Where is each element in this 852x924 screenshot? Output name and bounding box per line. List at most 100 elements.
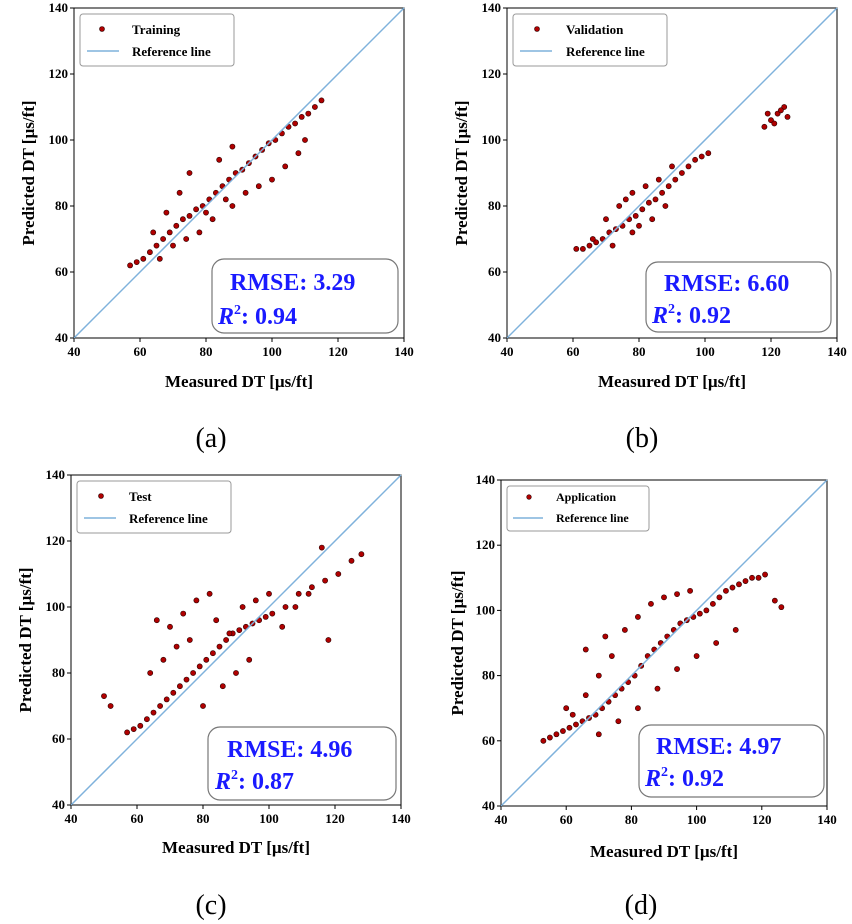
scatter-point bbox=[698, 153, 705, 160]
scatter-point bbox=[655, 176, 662, 183]
scatter-point bbox=[229, 143, 236, 150]
tick-layer: 40 60 80 100 120 140 40 60 80 100 120 140 bbox=[476, 472, 837, 827]
r2-label: R2: 0.92 bbox=[651, 302, 731, 329]
scatter-point bbox=[147, 670, 154, 676]
scatter-point bbox=[749, 574, 755, 581]
scatter-point bbox=[196, 229, 203, 236]
scatter-point bbox=[213, 617, 220, 624]
x-tick-label: 120 bbox=[328, 344, 348, 359]
scatter-point bbox=[674, 591, 680, 597]
points-layer bbox=[101, 544, 365, 736]
r2-label: R2: 0.87 bbox=[214, 768, 294, 795]
scatter-point bbox=[771, 597, 778, 604]
scatter-point bbox=[602, 633, 609, 640]
scatter-point bbox=[216, 643, 223, 650]
scatter-point bbox=[302, 137, 308, 143]
x-tick-label: 40 bbox=[65, 811, 78, 826]
scatter-point bbox=[649, 216, 656, 223]
scatter-point bbox=[163, 696, 170, 703]
tick-layer: 40 60 80 100 120 140 40 60 80 100 120 140 bbox=[46, 467, 411, 826]
scatter-point bbox=[322, 577, 328, 584]
x-tick-label: 40 bbox=[68, 344, 81, 359]
scatter-point bbox=[685, 163, 692, 170]
scatter-point bbox=[190, 670, 196, 676]
scatter-point bbox=[736, 581, 742, 588]
scatter-point bbox=[672, 176, 679, 183]
scatter-point bbox=[764, 110, 771, 117]
scatter-point bbox=[662, 203, 669, 209]
scatter-point bbox=[193, 597, 200, 604]
scatter-point bbox=[659, 189, 665, 196]
scatter-point bbox=[160, 236, 166, 242]
scatter-point bbox=[186, 637, 193, 643]
rmse-label: RMSE: 6.60 bbox=[664, 271, 789, 297]
x-tick-label: 60 bbox=[567, 344, 580, 359]
scatter-point bbox=[305, 590, 312, 597]
points-layer bbox=[127, 97, 325, 269]
reference-line bbox=[506, 7, 838, 339]
legend-marker-series bbox=[526, 494, 532, 500]
x-tick-label: 80 bbox=[625, 812, 638, 827]
r2-label: R2: 0.94 bbox=[217, 303, 297, 330]
y-tick-label: 140 bbox=[49, 0, 69, 15]
scatter-point bbox=[632, 212, 639, 219]
scatter-point bbox=[729, 584, 736, 591]
scatter-point bbox=[582, 646, 589, 653]
scatter-point bbox=[153, 617, 160, 624]
scatter-point bbox=[101, 693, 107, 699]
scatter-point bbox=[295, 590, 302, 597]
scatter-point bbox=[266, 590, 272, 597]
scatter-point bbox=[635, 705, 641, 712]
scatter-point bbox=[358, 551, 365, 558]
scatter-point bbox=[784, 114, 791, 120]
y-tick-label: 80 bbox=[482, 668, 495, 683]
y-tick-label: 100 bbox=[49, 132, 69, 147]
scatter-point bbox=[318, 544, 325, 551]
y-tick-label: 40 bbox=[55, 330, 68, 345]
r2-label: R2: 0.92 bbox=[644, 765, 724, 792]
scatter-point bbox=[150, 709, 157, 716]
y-tick-label: 140 bbox=[476, 472, 496, 487]
scatter-point bbox=[716, 594, 723, 601]
scatter-point bbox=[269, 176, 275, 183]
scatter-point bbox=[553, 731, 560, 738]
scatter-point bbox=[703, 607, 710, 614]
x-tick-label: 40 bbox=[495, 812, 508, 827]
panel-label: (c) bbox=[195, 890, 226, 921]
legend-box bbox=[512, 13, 668, 67]
plot-frame bbox=[506, 7, 838, 339]
scatter-point bbox=[771, 120, 778, 127]
scatter-point bbox=[233, 670, 239, 676]
scatter-point bbox=[160, 656, 167, 663]
metrics-box bbox=[211, 258, 399, 334]
legend-marker-series bbox=[98, 493, 104, 499]
x-tick-label: 80 bbox=[633, 344, 646, 359]
scatter-point bbox=[705, 150, 712, 157]
scatter-point bbox=[563, 705, 570, 712]
panel-label: (a) bbox=[195, 423, 226, 454]
y-tick-label: 40 bbox=[488, 330, 501, 345]
scatter-point bbox=[595, 731, 602, 738]
scatter-point bbox=[133, 259, 140, 265]
scatter-point bbox=[209, 650, 216, 657]
scatter-point bbox=[308, 584, 315, 591]
y-tick-label: 60 bbox=[52, 731, 65, 746]
scatter-point bbox=[615, 718, 622, 725]
scatter-point bbox=[167, 623, 173, 630]
scatter-point bbox=[348, 557, 355, 564]
x-tick-label: 100 bbox=[695, 344, 715, 359]
x-tick-label: 120 bbox=[761, 344, 781, 359]
panel-c: 40 60 80 100 120 140 40 60 80 100 120 140 Test Refe… bbox=[16, 467, 411, 921]
scatter-point bbox=[163, 209, 170, 216]
scatter-point bbox=[629, 229, 636, 236]
y-axis-label: Predicted DT [µs/ft] bbox=[19, 100, 38, 245]
rmse-label: RMSE: 3.29 bbox=[230, 270, 355, 296]
y-tick-label: 120 bbox=[46, 533, 66, 548]
scatter-point bbox=[778, 604, 785, 611]
scatter-point bbox=[654, 685, 661, 692]
scatter-point bbox=[762, 571, 768, 578]
scatter-point bbox=[586, 242, 593, 249]
scatter-point bbox=[646, 199, 652, 206]
scatter-point bbox=[282, 604, 289, 610]
